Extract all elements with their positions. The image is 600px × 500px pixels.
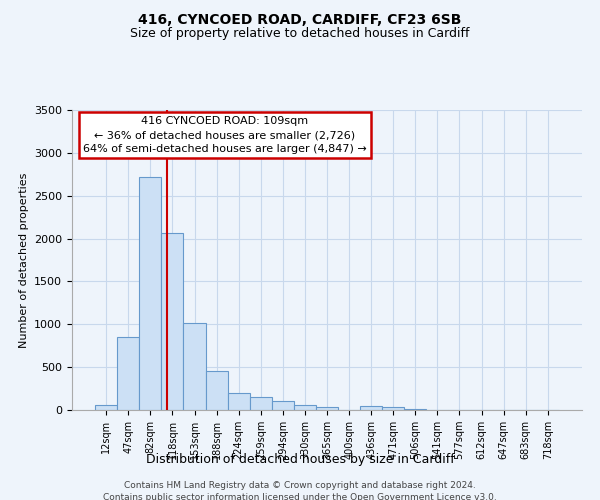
Bar — [316, 408, 338, 410]
Text: Distribution of detached houses by size in Cardiff: Distribution of detached houses by size … — [146, 452, 454, 466]
Bar — [382, 408, 404, 410]
Text: 416 CYNCOED ROAD: 109sqm
← 36% of detached houses are smaller (2,726)
64% of sem: 416 CYNCOED ROAD: 109sqm ← 36% of detach… — [83, 116, 367, 154]
Bar — [272, 402, 294, 410]
Text: Contains public sector information licensed under the Open Government Licence v3: Contains public sector information licen… — [103, 492, 497, 500]
Bar — [404, 408, 427, 410]
Bar — [95, 406, 117, 410]
Text: 416, CYNCOED ROAD, CARDIFF, CF23 6SB: 416, CYNCOED ROAD, CARDIFF, CF23 6SB — [139, 12, 461, 26]
Bar — [206, 372, 227, 410]
Bar — [161, 232, 184, 410]
Y-axis label: Number of detached properties: Number of detached properties — [19, 172, 29, 348]
Text: Contains HM Land Registry data © Crown copyright and database right 2024.: Contains HM Land Registry data © Crown c… — [124, 481, 476, 490]
Bar — [227, 393, 250, 410]
Bar — [184, 324, 206, 410]
Bar — [294, 405, 316, 410]
Bar — [139, 177, 161, 410]
Bar — [117, 337, 139, 410]
Text: Size of property relative to detached houses in Cardiff: Size of property relative to detached ho… — [130, 28, 470, 40]
Bar — [360, 406, 382, 410]
Bar — [250, 396, 272, 410]
